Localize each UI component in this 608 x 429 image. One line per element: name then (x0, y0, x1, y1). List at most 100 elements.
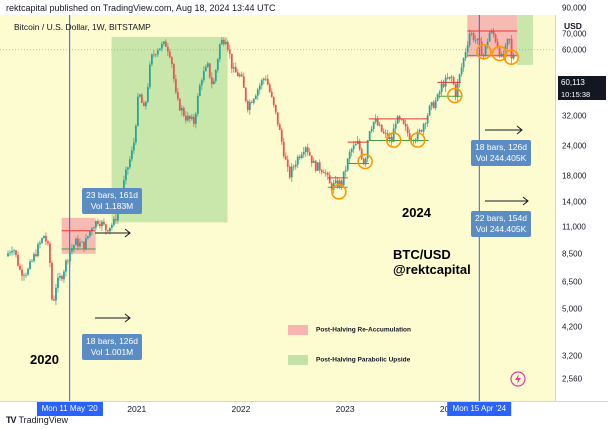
candle-body-188 (382, 131, 385, 134)
price-tick-label: 2,560 (562, 374, 583, 384)
measure-arrow-2020-b-head (124, 313, 131, 323)
candle-body-114 (234, 67, 237, 73)
candle-body-33 (73, 245, 75, 249)
candle-body-32 (71, 248, 73, 252)
candle-body-84 (174, 79, 177, 93)
candle-body-145 (296, 156, 299, 165)
halving-date-flag-2024: Mon 15 Apr '24 (447, 402, 512, 416)
candle-body-72 (150, 54, 153, 65)
measure-box-2020-b: 18 bars, 126d Vol 1.001M (82, 334, 142, 360)
candle-body-49 (105, 224, 107, 231)
candle-body-62 (130, 150, 133, 160)
candle-body-77 (160, 43, 163, 49)
halving-date-flag-2020: Mon 11 May '20 (36, 402, 103, 416)
candle-body-80 (166, 46, 169, 52)
candle-body-17 (41, 238, 43, 243)
candle-body-23 (53, 299, 55, 301)
price-chart (0, 15, 555, 401)
zone-parabolic-3 (517, 15, 533, 65)
legend-label-reaccumulation: Post-Halving Re-Accumulation (316, 326, 411, 334)
candle-body-224 (454, 84, 457, 98)
candle-body-86 (178, 98, 181, 111)
measure-box-2020-a: 23 bars, 161d Vol 1.183M (82, 188, 142, 214)
candle-body-147 (300, 154, 303, 159)
price-tick-label: 8,500 (562, 249, 583, 259)
candle-body-138 (282, 141, 285, 157)
candle-body-152 (310, 155, 313, 163)
candle-body-251 (508, 38, 511, 40)
candle-body-105 (216, 59, 219, 70)
candle-body-55 (117, 208, 119, 221)
legend-item-reaccumulation: Post-Halving Re-Accumulation (288, 325, 411, 335)
candle-body-113 (232, 67, 235, 69)
chart-plot-area[interactable]: Bitcoin / U.S. Dollar, 1W, BITSTAMP 23 b… (0, 15, 555, 401)
candle-body-146 (298, 156, 301, 159)
candle-body-196 (398, 116, 401, 120)
candle-body-116 (238, 74, 241, 77)
legend-swatch-reaccumulation (288, 325, 308, 335)
candle-body-162 (330, 183, 333, 190)
candle-body-228 (462, 58, 465, 68)
measure-arrow-2020-a-head (124, 228, 131, 238)
candle-body-40 (87, 236, 89, 239)
price-tick-label: 11,000 (562, 222, 586, 232)
candle-body-79 (164, 41, 167, 47)
candle-body-240 (486, 41, 489, 46)
candle-body-159 (324, 172, 327, 174)
measure-box-2020-a-line1: 23 bars, 161d (86, 190, 138, 200)
candle-body-97 (200, 80, 203, 86)
candle-body-250 (506, 39, 509, 46)
price-axis[interactable]: USD 90,00070,00060,00042,00032,00024,000… (555, 3, 608, 401)
candle-body-220 (446, 77, 449, 79)
candle-body-75 (156, 50, 159, 55)
legend-label-parabolic: Post-Halving Parabolic Upside (316, 356, 411, 364)
candle-body-134 (274, 104, 277, 113)
time-axis[interactable]: 2021202220232024 Mon 11 May '20 Mon 15 A… (0, 401, 608, 416)
measure-box-2020-b-line2: Vol 1.001M (90, 347, 134, 357)
year-label-2024: 2024 (402, 205, 431, 220)
candle-body-115 (236, 72, 239, 77)
candle-body-154 (314, 160, 317, 171)
candle-body-47 (101, 221, 103, 227)
candle-body-176 (358, 141, 361, 150)
candle-body-4 (15, 250, 17, 255)
candle-body-158 (322, 172, 325, 174)
measure-box-2020-a-line2: Vol 1.183M (90, 201, 134, 211)
price-tick-label: 90,000 (562, 3, 587, 13)
candle-body-45 (97, 220, 99, 224)
candle-body-223 (452, 77, 455, 85)
candle-body-252 (510, 38, 513, 59)
candle-body-170 (346, 158, 349, 171)
candle-body-25 (57, 277, 59, 288)
candle-body-130 (266, 78, 269, 85)
candle-body-217 (440, 83, 443, 93)
candle-body-135 (276, 112, 279, 125)
lightning-icon[interactable] (510, 371, 526, 387)
candle-body-222 (450, 76, 453, 78)
candle-body-179 (364, 158, 367, 165)
candle-body-173 (352, 145, 355, 150)
candle-body-69 (144, 101, 147, 107)
candle-body-46 (99, 223, 101, 227)
measure-box-2024-a-line1: 18 bars, 126d (475, 142, 527, 152)
candle-body-171 (348, 152, 351, 159)
candle-body-132 (270, 91, 273, 97)
candle-body-216 (438, 92, 441, 95)
candle-body-197 (400, 119, 403, 120)
candle-body-95 (196, 96, 199, 114)
candle-body-151 (308, 152, 311, 156)
candle-body-107 (220, 39, 223, 45)
retest-circle-3 (409, 132, 426, 148)
measure-box-2024-b-line1: 22 bars, 154d (475, 213, 527, 223)
candle-body-187 (380, 124, 383, 132)
candle-body-39 (85, 238, 87, 250)
candle-body-209 (424, 123, 427, 125)
legend-swatch-parabolic (288, 355, 308, 365)
candle-body-59 (124, 169, 127, 181)
candle-body-118 (242, 76, 245, 88)
time-tick-label: 2022 (231, 404, 251, 414)
candle-body-42 (91, 228, 93, 232)
candle-body-201 (408, 133, 411, 140)
candle-body-198 (402, 119, 405, 124)
price-tick-label: 5,000 (562, 304, 583, 314)
